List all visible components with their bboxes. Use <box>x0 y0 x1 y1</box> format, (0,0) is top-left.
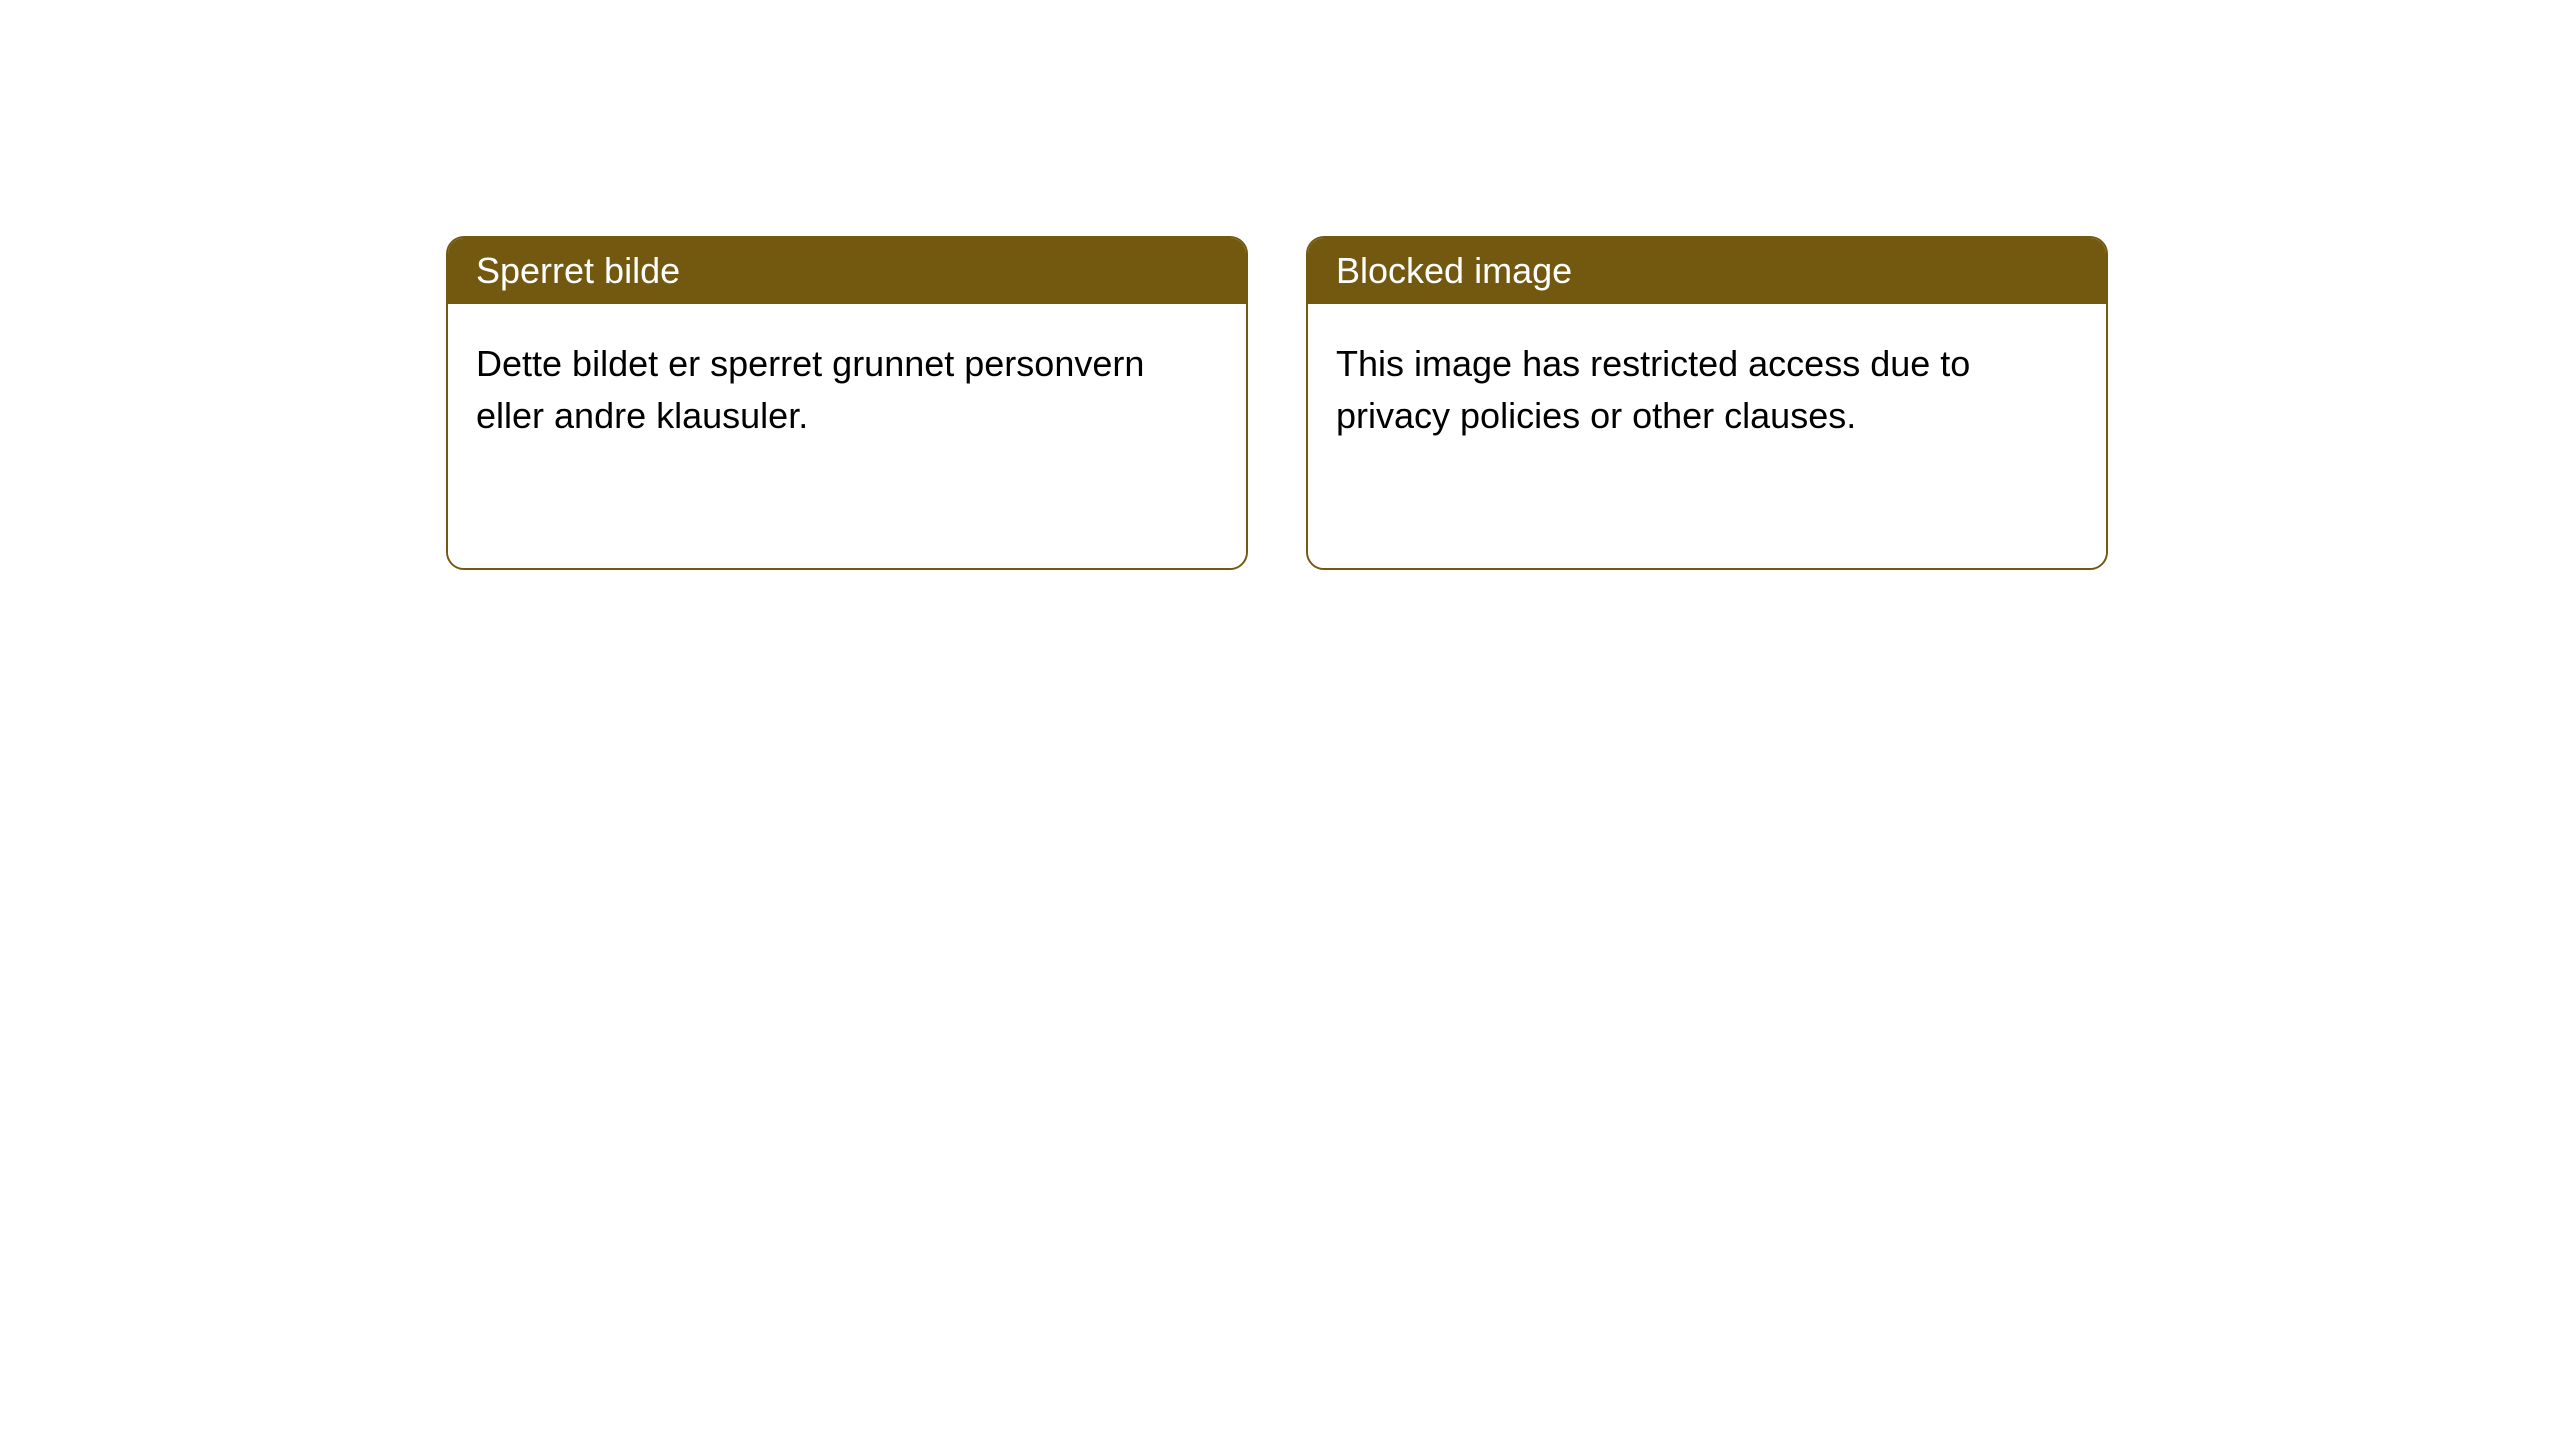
card-blocked-image-en: Blocked image This image has restricted … <box>1306 236 2108 570</box>
card-body: This image has restricted access due to … <box>1308 304 2106 568</box>
card-blocked-image-no: Sperret bilde Dette bildet er sperret gr… <box>446 236 1248 570</box>
cards-container: Sperret bilde Dette bildet er sperret gr… <box>446 236 2108 570</box>
card-header: Blocked image <box>1308 238 2106 304</box>
card-body-text: This image has restricted access due to … <box>1336 338 2036 442</box>
card-body: Dette bildet er sperret grunnet personve… <box>448 304 1246 568</box>
card-body-text: Dette bildet er sperret grunnet personve… <box>476 338 1176 442</box>
card-header-text: Sperret bilde <box>476 250 680 292</box>
card-header: Sperret bilde <box>448 238 1246 304</box>
card-header-text: Blocked image <box>1336 250 1572 292</box>
